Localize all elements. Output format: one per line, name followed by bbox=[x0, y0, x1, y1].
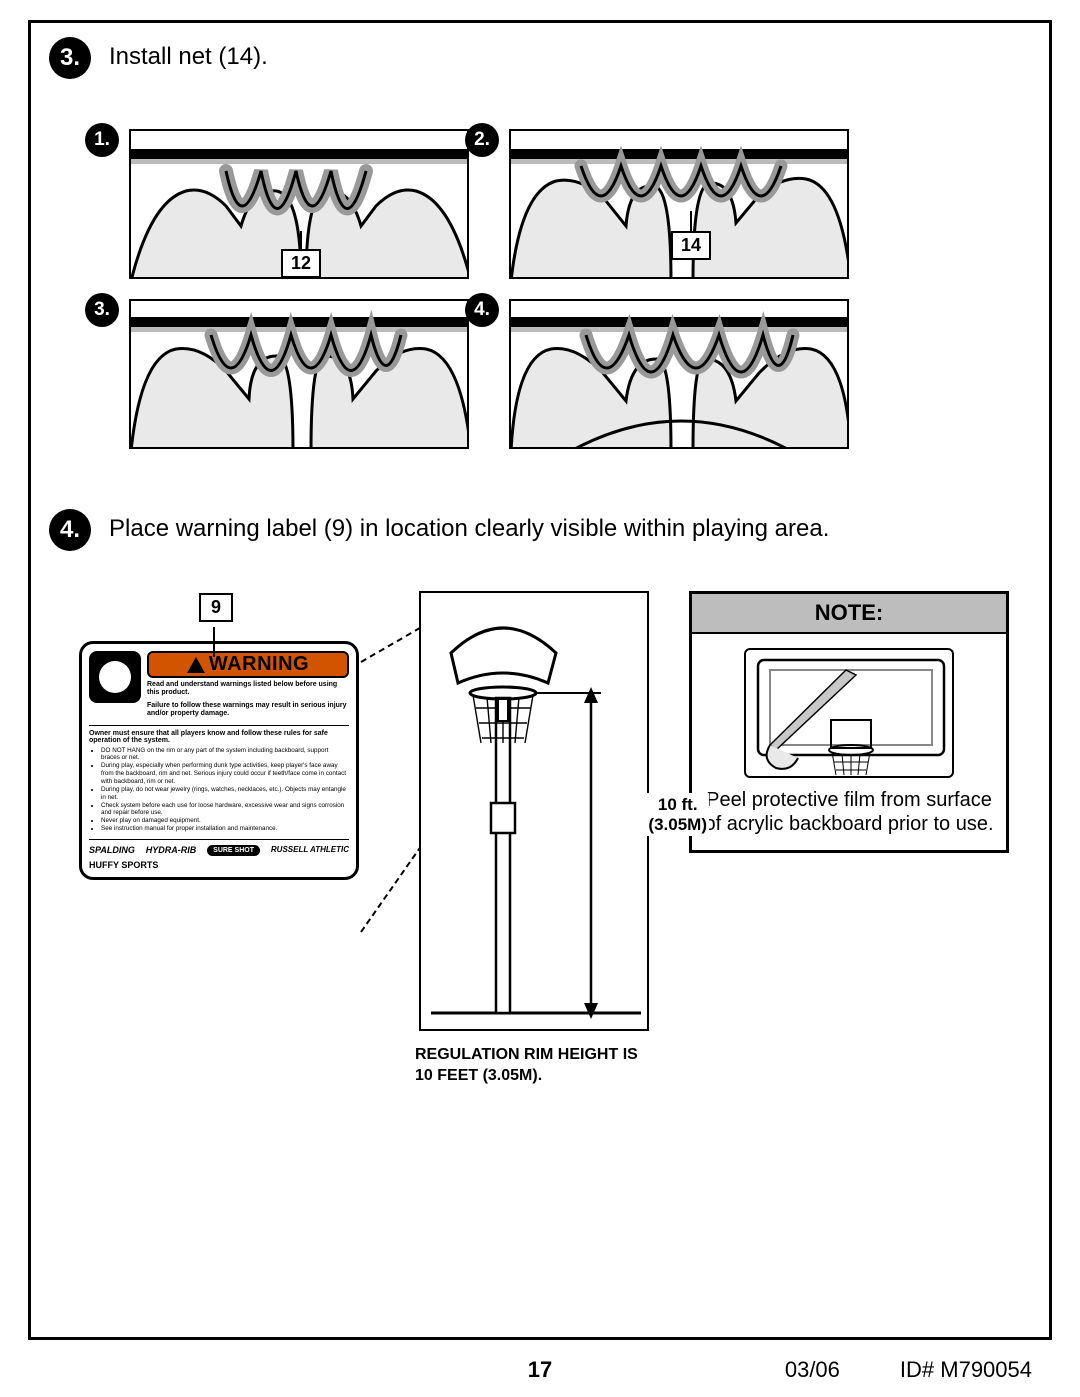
net-cell-4-num: 4. bbox=[465, 293, 499, 327]
warning-bullet: DO NOT HANG on the rim or any part of th… bbox=[101, 747, 349, 763]
net-cell-1: 1. 12 bbox=[129, 129, 469, 279]
backboard-film-illustration bbox=[744, 648, 954, 778]
net-cell-4: 4. bbox=[509, 299, 849, 449]
net-cell-3: 3. bbox=[129, 299, 469, 449]
page-number: 17 bbox=[528, 1357, 552, 1383]
warning-bullet: See instruction manual for proper instal… bbox=[101, 825, 349, 833]
warning-subtext-1: Read and understand warnings listed belo… bbox=[147, 681, 349, 698]
warning-brands-row: SPALDING HYDRA-RIB SURE SHOT RUSSELL ATH… bbox=[89, 839, 349, 870]
footer-doc-id: ID# M790054 bbox=[900, 1357, 1032, 1383]
rim-height-label: 10 ft. (3.05M) bbox=[646, 793, 709, 836]
note-body-text: Peel protective film from surface of acr… bbox=[704, 788, 994, 836]
net-install-grid: 1. 12 bbox=[129, 129, 949, 449]
warning-bullet-list: DO NOT HANG on the rim or any part of th… bbox=[89, 747, 349, 833]
net-cell-1-num: 1. bbox=[85, 123, 119, 157]
regulation-caption: REGULATION RIM HEIGHT IS 10 FEET (3.05M)… bbox=[415, 1045, 659, 1087]
part-label-12: 12 bbox=[281, 249, 321, 278]
step-4-number: 4. bbox=[49, 509, 91, 551]
rim-height-ft: 10 ft. bbox=[648, 795, 707, 815]
net-cell-3-illustration bbox=[129, 299, 469, 449]
net-cell-2: 2. 14 bbox=[509, 129, 849, 279]
page-footer: 17 03/06 ID# M790054 bbox=[28, 1357, 1052, 1383]
warning-bullet: Never play on damaged equipment. bbox=[101, 817, 349, 825]
rim-height-m: (3.05M) bbox=[648, 815, 707, 835]
note-column: NOTE: bbox=[689, 591, 1009, 853]
warning-triangle-icon bbox=[187, 657, 205, 673]
hoop-height-diagram: 10 ft. (3.05M) bbox=[419, 591, 649, 1031]
warning-bullet: During play, do not wear jewelry (rings,… bbox=[101, 786, 349, 802]
net-cell-2-num: 2. bbox=[465, 123, 499, 157]
step-4-text: Place warning label (9) in location clea… bbox=[109, 509, 829, 543]
net-cell-1-illustration: 12 bbox=[129, 129, 469, 279]
warning-bullet: During play, especially when performing … bbox=[101, 762, 349, 786]
net-cell-2-illustration: 14 bbox=[509, 129, 849, 279]
brand-spalding: SPALDING bbox=[89, 845, 135, 856]
note-box: NOTE: bbox=[689, 591, 1009, 853]
warning-bullet: Check system before each use for loose h… bbox=[101, 802, 349, 818]
read-manual-icon bbox=[89, 651, 141, 703]
step-3-text: Install net (14). bbox=[109, 37, 268, 71]
footer-date: 03/06 bbox=[785, 1357, 840, 1383]
callout-leader-line bbox=[213, 627, 215, 657]
brand-hydra-rib: HYDRA-RIB bbox=[146, 845, 197, 856]
manual-page: 3. Install net (14). 1. bbox=[0, 0, 1080, 1397]
step-4-row: 4. Place warning label (9) in location c… bbox=[49, 509, 1031, 551]
net-cell-3-num: 3. bbox=[85, 293, 119, 327]
step-3-number: 3. bbox=[49, 37, 91, 79]
warning-label-sticker: WARNING Read and understand warnings lis… bbox=[79, 641, 359, 880]
brand-russell: RUSSELL ATHLETIC bbox=[271, 845, 349, 856]
hoop-diagram-column: 10 ft. (3.05M) REGULATION RIM HEIGHT IS … bbox=[409, 591, 659, 1087]
warning-banner-text: WARNING bbox=[209, 653, 309, 676]
warning-subtext-2: Failure to follow these warnings may res… bbox=[147, 702, 349, 719]
warning-rules-title: Owner must ensure that all players know … bbox=[89, 725, 349, 744]
net-cell-4-illustration bbox=[509, 299, 849, 449]
step-3-row: 3. Install net (14). bbox=[49, 37, 1031, 79]
brand-huffy: HUFFY SPORTS bbox=[89, 860, 158, 870]
lower-illustration-row: 9 WARNING Read and understand warnings l… bbox=[79, 591, 1031, 1087]
part-label-14: 14 bbox=[671, 231, 711, 260]
step-4-section: 4. Place warning label (9) in location c… bbox=[49, 509, 1031, 1087]
warning-banner: WARNING bbox=[147, 651, 349, 678]
brand-sureshot: SURE SHOT bbox=[207, 845, 260, 856]
callout-part-9: 9 bbox=[199, 593, 233, 622]
warning-label-column: 9 WARNING Read and understand warnings l… bbox=[79, 641, 379, 880]
note-title: NOTE: bbox=[692, 594, 1006, 634]
page-border: 3. Install net (14). 1. bbox=[28, 20, 1052, 1340]
